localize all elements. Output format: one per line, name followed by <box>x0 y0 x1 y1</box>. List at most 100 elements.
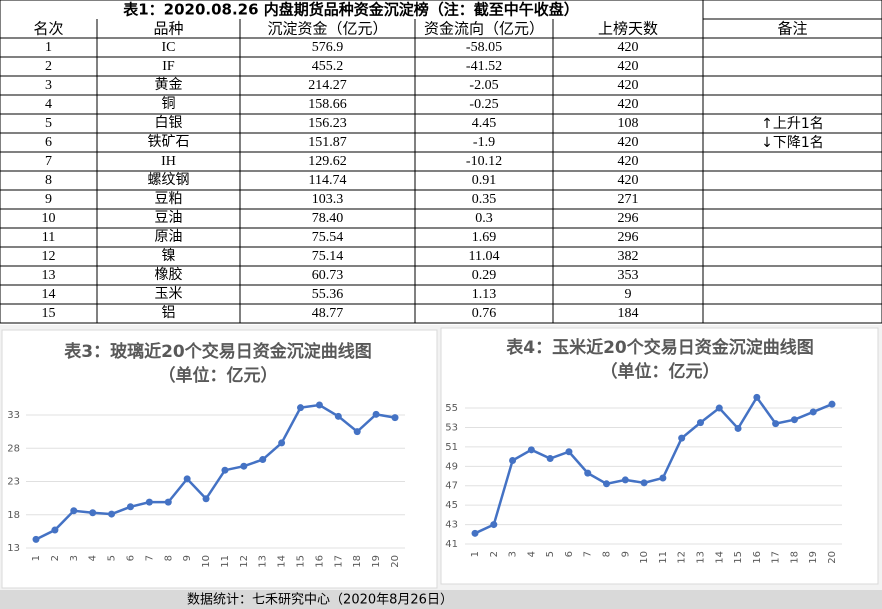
point <box>297 404 305 412</box>
table-cell: 原油 <box>155 229 183 245</box>
x-tick-label: 1 <box>470 551 481 557</box>
point <box>334 412 342 420</box>
point <box>753 393 761 401</box>
table-cell: 镍 <box>162 248 176 264</box>
table-cell: 420 <box>618 173 639 188</box>
point <box>240 462 248 470</box>
table-cell: ↓下降1名 <box>761 135 824 151</box>
point <box>715 404 723 412</box>
x-tick-label: 15 <box>733 551 744 564</box>
table-cell: 10 <box>42 211 56 226</box>
y-tick-label: 28 <box>7 443 20 454</box>
x-tick-label: 12 <box>239 555 250 568</box>
y-tick-label: 13 <box>7 543 20 554</box>
table-cell: 14 <box>42 287 56 302</box>
x-tick-label: 19 <box>808 551 819 564</box>
table-cell: 129.62 <box>308 154 347 169</box>
point <box>546 455 554 463</box>
x-tick-label: 2 <box>50 555 61 561</box>
point <box>527 446 535 454</box>
table-cell: 豆粕 <box>155 191 183 207</box>
point <box>640 479 648 487</box>
table-cell: 8 <box>45 173 52 188</box>
chart-subtitle: （单位：亿元） <box>159 365 278 386</box>
table-cell: 420 <box>618 40 639 55</box>
x-tick-label: 16 <box>314 555 325 568</box>
table-cell: 黄金 <box>155 76 183 93</box>
table-cell: 0.35 <box>472 192 497 207</box>
x-tick-label: 3 <box>69 555 80 561</box>
x-tick-label: 11 <box>658 551 669 564</box>
point <box>772 420 780 428</box>
chart-subtitle: （单位：亿元） <box>601 361 720 382</box>
point <box>509 456 517 464</box>
y-tick-label: 43 <box>445 520 458 531</box>
table-cell: 12 <box>42 249 56 264</box>
table-cell: 11.04 <box>469 249 500 264</box>
point <box>353 428 361 436</box>
table-cell: 420 <box>618 59 639 74</box>
x-tick-label: 18 <box>352 555 363 568</box>
table-cell: 60.73 <box>312 268 344 283</box>
point <box>603 480 611 488</box>
x-tick-label: 7 <box>144 555 155 561</box>
table-cell: 1 <box>45 40 52 55</box>
y-tick-label: 23 <box>7 477 20 488</box>
table-cell: 108 <box>618 116 639 131</box>
point <box>659 474 667 482</box>
table-cell: 184 <box>618 306 639 321</box>
table-cell: IF <box>162 59 175 74</box>
point <box>621 476 629 484</box>
x-tick-label: 1 <box>31 555 42 561</box>
point <box>696 419 704 427</box>
table-cell: 15 <box>42 306 56 321</box>
point <box>89 509 97 517</box>
point <box>584 469 592 477</box>
table-cell: 420 <box>618 135 639 150</box>
x-tick-label: 17 <box>333 555 344 568</box>
table-cell: 5 <box>45 116 52 131</box>
x-tick-label: 5 <box>545 551 556 557</box>
table-cell: 1.69 <box>472 230 497 245</box>
x-tick-label: 7 <box>583 551 594 557</box>
table-cell: 420 <box>618 154 639 169</box>
table-header: 上榜天数 <box>598 20 658 38</box>
x-tick-label: 11 <box>220 555 231 568</box>
table-cell: 0.29 <box>472 268 497 283</box>
x-tick-label: 14 <box>714 551 725 564</box>
table-cell: 271 <box>618 192 639 207</box>
table-cell: 420 <box>618 97 639 112</box>
point <box>202 495 210 503</box>
table-cell: 1.13 <box>472 287 497 302</box>
x-tick-label: 6 <box>564 551 575 557</box>
table-cell: 11 <box>42 230 55 245</box>
y-tick-label: 49 <box>445 461 458 472</box>
table-cell: -0.25 <box>469 97 498 112</box>
table-cell: 455.2 <box>312 59 344 74</box>
chart-box <box>1 329 438 589</box>
footer-bg <box>0 590 882 609</box>
point <box>391 414 399 422</box>
table-cell: 豆油 <box>155 210 183 226</box>
table-cell: 铝 <box>162 305 176 321</box>
point <box>221 466 229 474</box>
x-tick-label: 16 <box>752 551 763 564</box>
table-cell: 3 <box>45 78 52 93</box>
x-tick-label: 13 <box>258 555 269 568</box>
table-cell: 6 <box>45 135 52 150</box>
x-tick-label: 15 <box>296 555 307 568</box>
point <box>471 529 479 537</box>
table-cell: 7 <box>45 154 52 169</box>
table-cell: 420 <box>618 78 639 93</box>
point <box>108 510 116 518</box>
y-tick-label: 53 <box>445 422 458 433</box>
x-tick-label: 9 <box>620 551 631 557</box>
table-cell: 353 <box>618 268 639 283</box>
table-cell: 382 <box>618 249 639 264</box>
table-header: 资金流向（亿元） <box>424 20 544 38</box>
table-cell: 296 <box>618 211 639 226</box>
table-cell: 214.27 <box>308 78 347 93</box>
point <box>183 475 191 483</box>
table-cell: 螺纹钢 <box>148 172 190 188</box>
x-tick-label: 17 <box>771 551 782 564</box>
